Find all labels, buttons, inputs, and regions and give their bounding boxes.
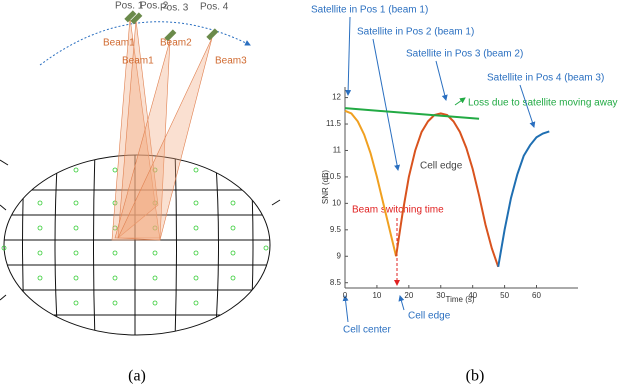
x-tick-label: 0 <box>343 291 348 300</box>
y-tick-label: 10.5 <box>325 172 341 181</box>
panel-a: Pos. 1 Pos. 2 Pos. 3 Pos. 4 Beam1 Beam2 … <box>0 1 281 336</box>
y-tick-label: 11 <box>333 146 342 155</box>
caption: (a) <box>128 368 146 385</box>
series-line <box>344 107 480 120</box>
annotation: Cell edge <box>420 161 463 172</box>
x-tick-label: 30 <box>436 291 445 300</box>
series-line <box>497 130 550 268</box>
orbit <box>39 21 251 66</box>
arrow <box>435 60 448 101</box>
series-line <box>395 112 500 268</box>
x-tick-label: 10 <box>372 291 381 300</box>
arrow <box>398 295 405 311</box>
outer-cells <box>0 159 281 301</box>
beam-label: Beam1 <box>122 56 154 67</box>
annotation: Satellite in Pos 2 (beam 1) <box>357 27 474 38</box>
position-label: Pos. 3 <box>160 3 189 14</box>
annotation: Satellite in Pos 4 (beam 3) <box>487 73 604 84</box>
x-tick-label: 60 <box>532 291 541 300</box>
beam-label: Beam1 <box>103 38 135 49</box>
y-tick-label: 10 <box>332 198 341 207</box>
y-tick-label: 9 <box>337 251 342 260</box>
annotation: Cell edge <box>408 311 451 322</box>
annotation: Satellite in Pos 3 (beam 2) <box>406 49 523 60</box>
y-axis-label: SNR (dB) <box>321 170 330 205</box>
x-tick-label: 40 <box>468 291 477 300</box>
caption: (b) <box>466 368 485 385</box>
annotations: Satellite in Pos 1 (beam 1) Satellite in… <box>311 5 618 336</box>
annotation: Loss due to satellite moving away <box>468 98 618 109</box>
arrow <box>454 97 466 106</box>
series-line <box>344 109 398 257</box>
x-axis-label: Time (s) <box>445 295 474 304</box>
x-tick-label: 20 <box>404 291 413 300</box>
position-label: Pos. 4 <box>200 2 229 13</box>
annotation: Satellite in Pos 1 (beam 1) <box>311 5 428 16</box>
annotation: Cell center <box>343 325 391 336</box>
arrow <box>345 16 352 96</box>
annotation: Beam switching time <box>352 205 444 216</box>
position-label: Pos. 2 <box>140 1 169 12</box>
position-label: Pos. 1 <box>115 1 144 12</box>
beams <box>111 17 213 241</box>
y-tick-label: 12 <box>332 93 341 102</box>
y-tick-label: 8.5 <box>330 278 342 287</box>
beam-label: Beam3 <box>215 56 247 67</box>
x-tick-label: 50 <box>500 291 509 300</box>
y-tick-label: 9.5 <box>330 225 342 234</box>
coverage <box>3 154 271 336</box>
arrow <box>342 295 349 323</box>
arrow <box>372 38 401 171</box>
y-tick-label: 11.5 <box>326 119 342 128</box>
satellites <box>124 10 219 42</box>
beam-label: Beam2 <box>160 38 192 49</box>
arrow <box>519 84 536 128</box>
